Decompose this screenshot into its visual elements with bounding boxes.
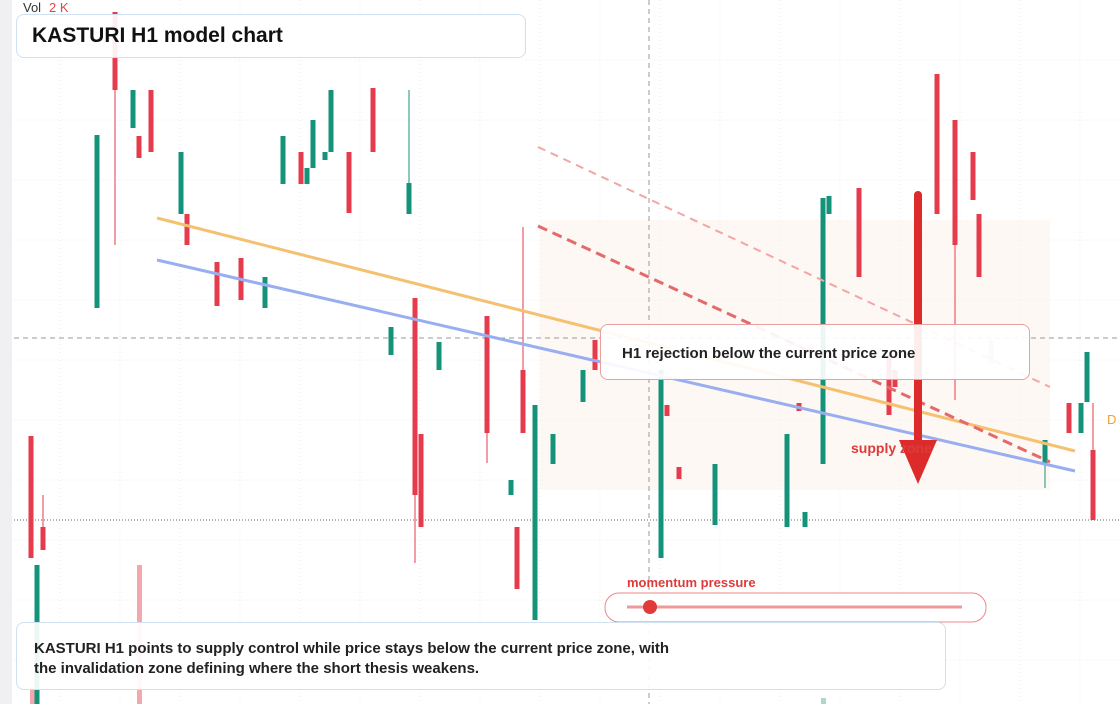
candle-body xyxy=(550,434,556,464)
candle-body xyxy=(1090,450,1096,520)
edge-label: D xyxy=(1107,412,1116,427)
title: KASTURI H1 model chart xyxy=(32,24,283,47)
candle-body xyxy=(664,405,670,416)
candle-body xyxy=(856,188,862,277)
candle-body xyxy=(976,214,982,277)
trend-line xyxy=(537,146,1051,388)
candle-body xyxy=(886,355,892,415)
candle-body xyxy=(1078,403,1084,433)
candle-body xyxy=(784,434,790,527)
candle-body xyxy=(952,120,958,245)
candle-body xyxy=(130,90,136,128)
supply-label: supply zone xyxy=(851,440,932,456)
left-strip xyxy=(0,0,12,704)
volume-bar xyxy=(821,698,826,704)
candle-body xyxy=(418,434,424,527)
candle-body xyxy=(436,342,442,370)
candle-body xyxy=(148,90,154,152)
candle-body xyxy=(28,436,34,558)
candle-body xyxy=(802,512,808,527)
volume-value: 2 K xyxy=(49,0,69,15)
candle-body xyxy=(94,135,100,308)
candle-body xyxy=(304,168,310,184)
candle-body xyxy=(970,152,976,200)
candles xyxy=(28,12,1096,704)
candle-body xyxy=(520,370,526,433)
candle-body xyxy=(1066,403,1072,433)
title-box: KASTURI H1 model chart xyxy=(16,14,526,58)
candle-body xyxy=(346,152,352,213)
candle-body xyxy=(676,467,682,479)
candle-body xyxy=(1042,440,1048,463)
candle-body xyxy=(406,183,412,214)
candle-body xyxy=(328,90,334,152)
candle-body xyxy=(1084,352,1090,402)
candle-body xyxy=(136,136,142,158)
slider-knob xyxy=(643,600,657,614)
candle-body xyxy=(532,405,538,620)
candle-body xyxy=(322,152,328,160)
rejection-text: H1 rejection below the current price zon… xyxy=(622,345,916,362)
rejection-box: H1 rejection below the current price zon… xyxy=(600,324,1030,380)
candle-body xyxy=(658,370,664,558)
candle-body xyxy=(592,340,598,370)
candle-body xyxy=(214,262,220,306)
candle-body xyxy=(826,196,832,214)
candle-body xyxy=(712,464,718,525)
candle-body xyxy=(934,74,940,214)
candle-body xyxy=(388,327,394,355)
volume-label: Vol xyxy=(23,0,41,15)
candle-body xyxy=(184,214,190,245)
candle-body xyxy=(484,316,490,433)
candle-body xyxy=(508,480,514,495)
candle-body xyxy=(178,152,184,214)
candle-body xyxy=(514,527,520,589)
candle-body xyxy=(580,370,586,402)
volume-bar xyxy=(30,690,35,704)
candle-body xyxy=(40,527,46,550)
candle-body xyxy=(262,277,268,308)
arrow-head xyxy=(899,440,937,484)
candle-body xyxy=(412,298,418,495)
momentum-label: momentum pressure xyxy=(627,575,756,590)
candle-body xyxy=(370,88,376,152)
candle-body xyxy=(298,152,304,184)
candle-body xyxy=(280,136,286,184)
summary-text: KASTURI H1 points to supply control whil… xyxy=(34,640,670,677)
candle-body xyxy=(310,120,316,168)
summary-box: KASTURI H1 points to supply control whil… xyxy=(16,622,946,690)
